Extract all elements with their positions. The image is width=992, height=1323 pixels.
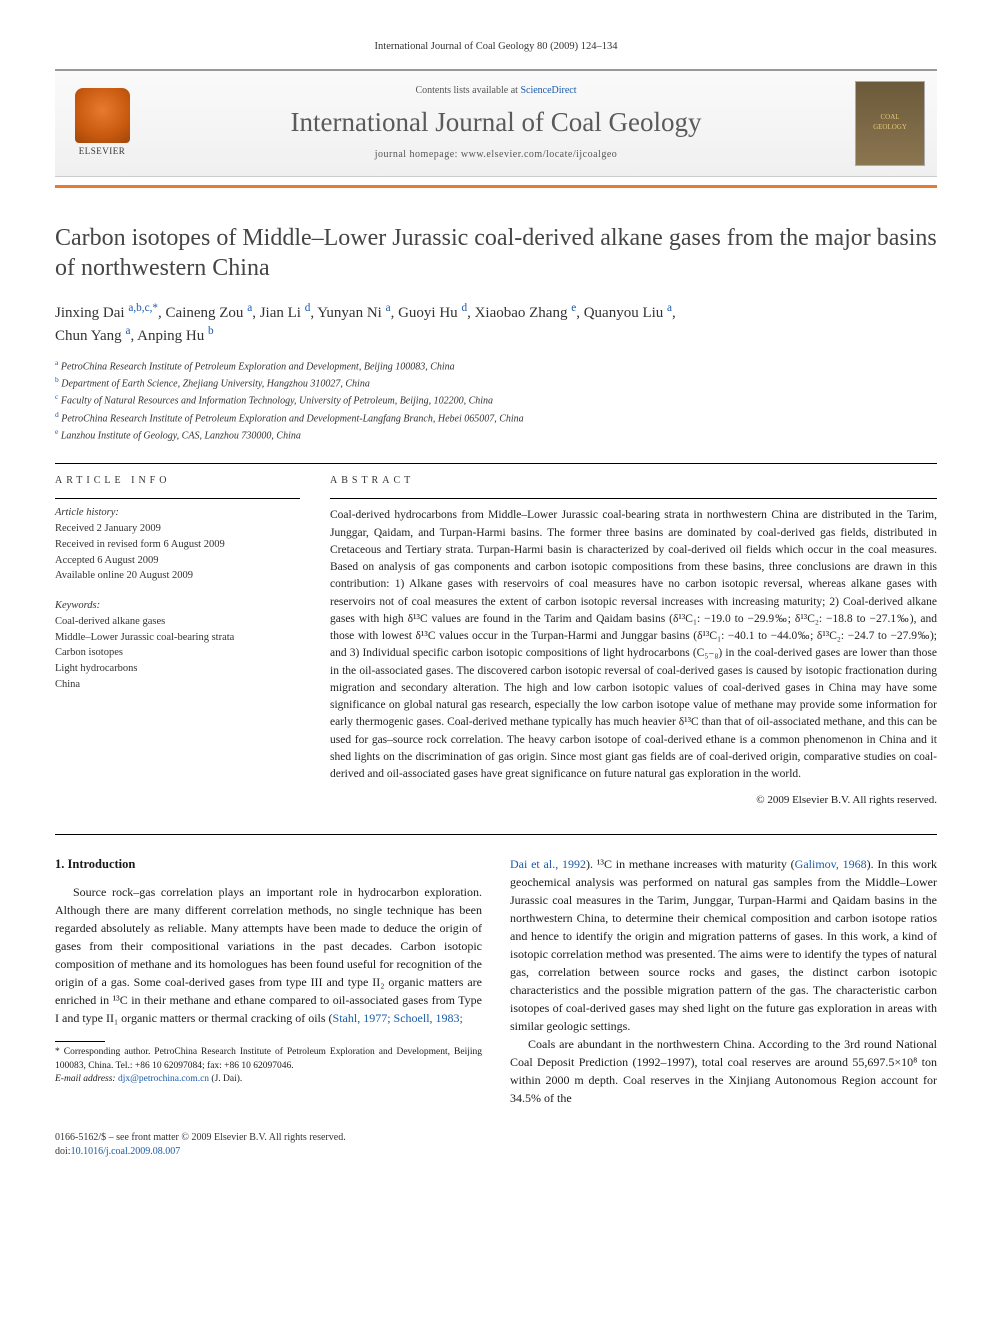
doi-label: doi: [55,1146,71,1157]
paragraph: Dai et al., 1992). ¹³C in methane increa… [510,855,937,1035]
doi-link[interactable]: 10.1016/j.coal.2009.08.007 [71,1146,181,1157]
journal-cover-thumbnail: COAL GEOLOGY [855,81,925,166]
keywords-label: Keywords: [55,600,100,611]
affil-c: Faculty of Natural Resources and Informa… [61,396,493,407]
footnote-text: * Corresponding author. PetroChina Resea… [55,1047,482,1070]
article-history: Article history: Received 2 January 2009… [55,505,300,584]
abstract-label: abstract [330,474,937,488]
author-9: , Anping Hu [130,328,208,344]
affiliation-list: a PetroChina Research Institute of Petro… [55,357,937,444]
contents-label: Contents lists available at [415,85,520,96]
journal-title: International Journal of Coal Geology [147,104,845,142]
body-text-run: ). In this work geochemical analysis was… [510,857,937,1033]
section-heading: 1. Introduction [55,855,482,874]
body-text-run: ). ¹³C in methane increases with maturit… [586,857,795,871]
paragraph: Source rock–gas correlation plays an imp… [55,883,482,1027]
affil-ref[interactable]: b [208,325,214,337]
affil-marker[interactable]: c [55,392,58,401]
keyword: Light hydrocarbons [55,663,138,674]
page-footer: 0166-5162/$ – see front matter © 2009 El… [55,1131,937,1159]
info-rule [55,498,300,499]
citation-link[interactable]: Stahl, 1977; Schoell, 1983; [333,1011,463,1025]
paragraph: Coals are abundant in the northwestern C… [510,1035,937,1107]
affil-e: Lanzhou Institute of Geology, CAS, Lanzh… [61,430,301,441]
abstract-text: Coal-derived hydrocarbons from Middle–Lo… [330,507,937,783]
abstract-rule [330,498,937,499]
citation-link[interactable]: Dai et al., 1992 [510,857,586,871]
email-link[interactable]: djx@petrochina.com.cn [118,1074,209,1084]
accent-bar [55,185,937,188]
author-8: Chun Yang [55,328,125,344]
affil-marker[interactable]: e [55,427,58,436]
affil-marker[interactable]: d [55,410,59,419]
keyword: Carbon isotopes [55,647,123,658]
email-label: E-mail address: [55,1074,118,1084]
contents-line: Contents lists available at ScienceDirec… [147,84,845,98]
affil-a: PetroChina Research Institute of Petrole… [61,361,455,372]
body-rule [55,834,937,835]
running-header: International Journal of Coal Geology 80… [55,40,937,55]
journal-homepage: journal homepage: www.elsevier.com/locat… [147,148,845,162]
affil-marker[interactable]: a [55,358,58,367]
keyword: China [55,679,80,690]
author-2: , Caineng Zou [158,305,247,321]
article-info-label: article info [55,474,300,488]
history-label: Article history: [55,507,119,518]
elsevier-tree-icon [75,88,130,143]
keyword: Coal-derived alkane gases [55,616,165,627]
body-text-run: Source rock–gas correlation plays an imp… [55,885,482,1025]
online-date: Available online 20 August 2009 [55,570,193,581]
affil-marker[interactable]: b [55,375,59,384]
section-rule [55,463,937,464]
accepted-date: Accepted 6 August 2009 [55,555,159,566]
author-3: , Jian Li [252,305,305,321]
author-7: , Quanyou Liu [576,305,667,321]
revised-date: Received in revised form 6 August 2009 [55,539,225,550]
publisher-name: ELSEVIER [79,145,126,158]
citation-link[interactable]: Galimov, 1968 [795,857,867,871]
abstract-copyright: © 2009 Elsevier B.V. All rights reserved… [330,793,937,808]
footnote-separator [55,1041,105,1042]
publisher-logo-block: ELSEVIER [67,88,137,158]
journal-banner: ELSEVIER Contents lists available at Sci… [55,69,937,177]
body-text: 1. Introduction Source rock–gas correlat… [55,855,937,1107]
author-1: Jinxing Dai [55,305,128,321]
affil-d: PetroChina Research Institute of Petrole… [61,413,523,424]
keywords-block: Keywords: Coal-derived alkane gases Midd… [55,598,300,693]
affil-b: Department of Earth Science, Zhejiang Un… [61,378,370,389]
article-title: Carbon isotopes of Middle–Lower Jurassic… [55,223,937,283]
affil-ref[interactable]: a,b,c, [128,302,152,314]
cover-text-2: GEOLOGY [873,123,907,133]
author-list: Jinxing Dai a,b,c,*, Caineng Zou a, Jian… [55,301,937,347]
author-4: , Yunyan Ni [310,305,385,321]
keyword: Middle–Lower Jurassic coal-bearing strat… [55,632,234,643]
sciencedirect-link[interactable]: ScienceDirect [520,85,576,96]
author-6: , Xiaobao Zhang [467,305,571,321]
author-5: , Guoyi Hu [391,305,462,321]
cover-text-1: COAL [880,113,899,123]
front-matter-line: 0166-5162/$ – see front matter © 2009 El… [55,1132,346,1143]
received-date: Received 2 January 2009 [55,523,161,534]
email-suffix: (J. Dai). [209,1074,242,1084]
corresponding-author-footnote: * Corresponding author. PetroChina Resea… [55,1046,482,1086]
affil-ref[interactable]: a [667,302,672,314]
